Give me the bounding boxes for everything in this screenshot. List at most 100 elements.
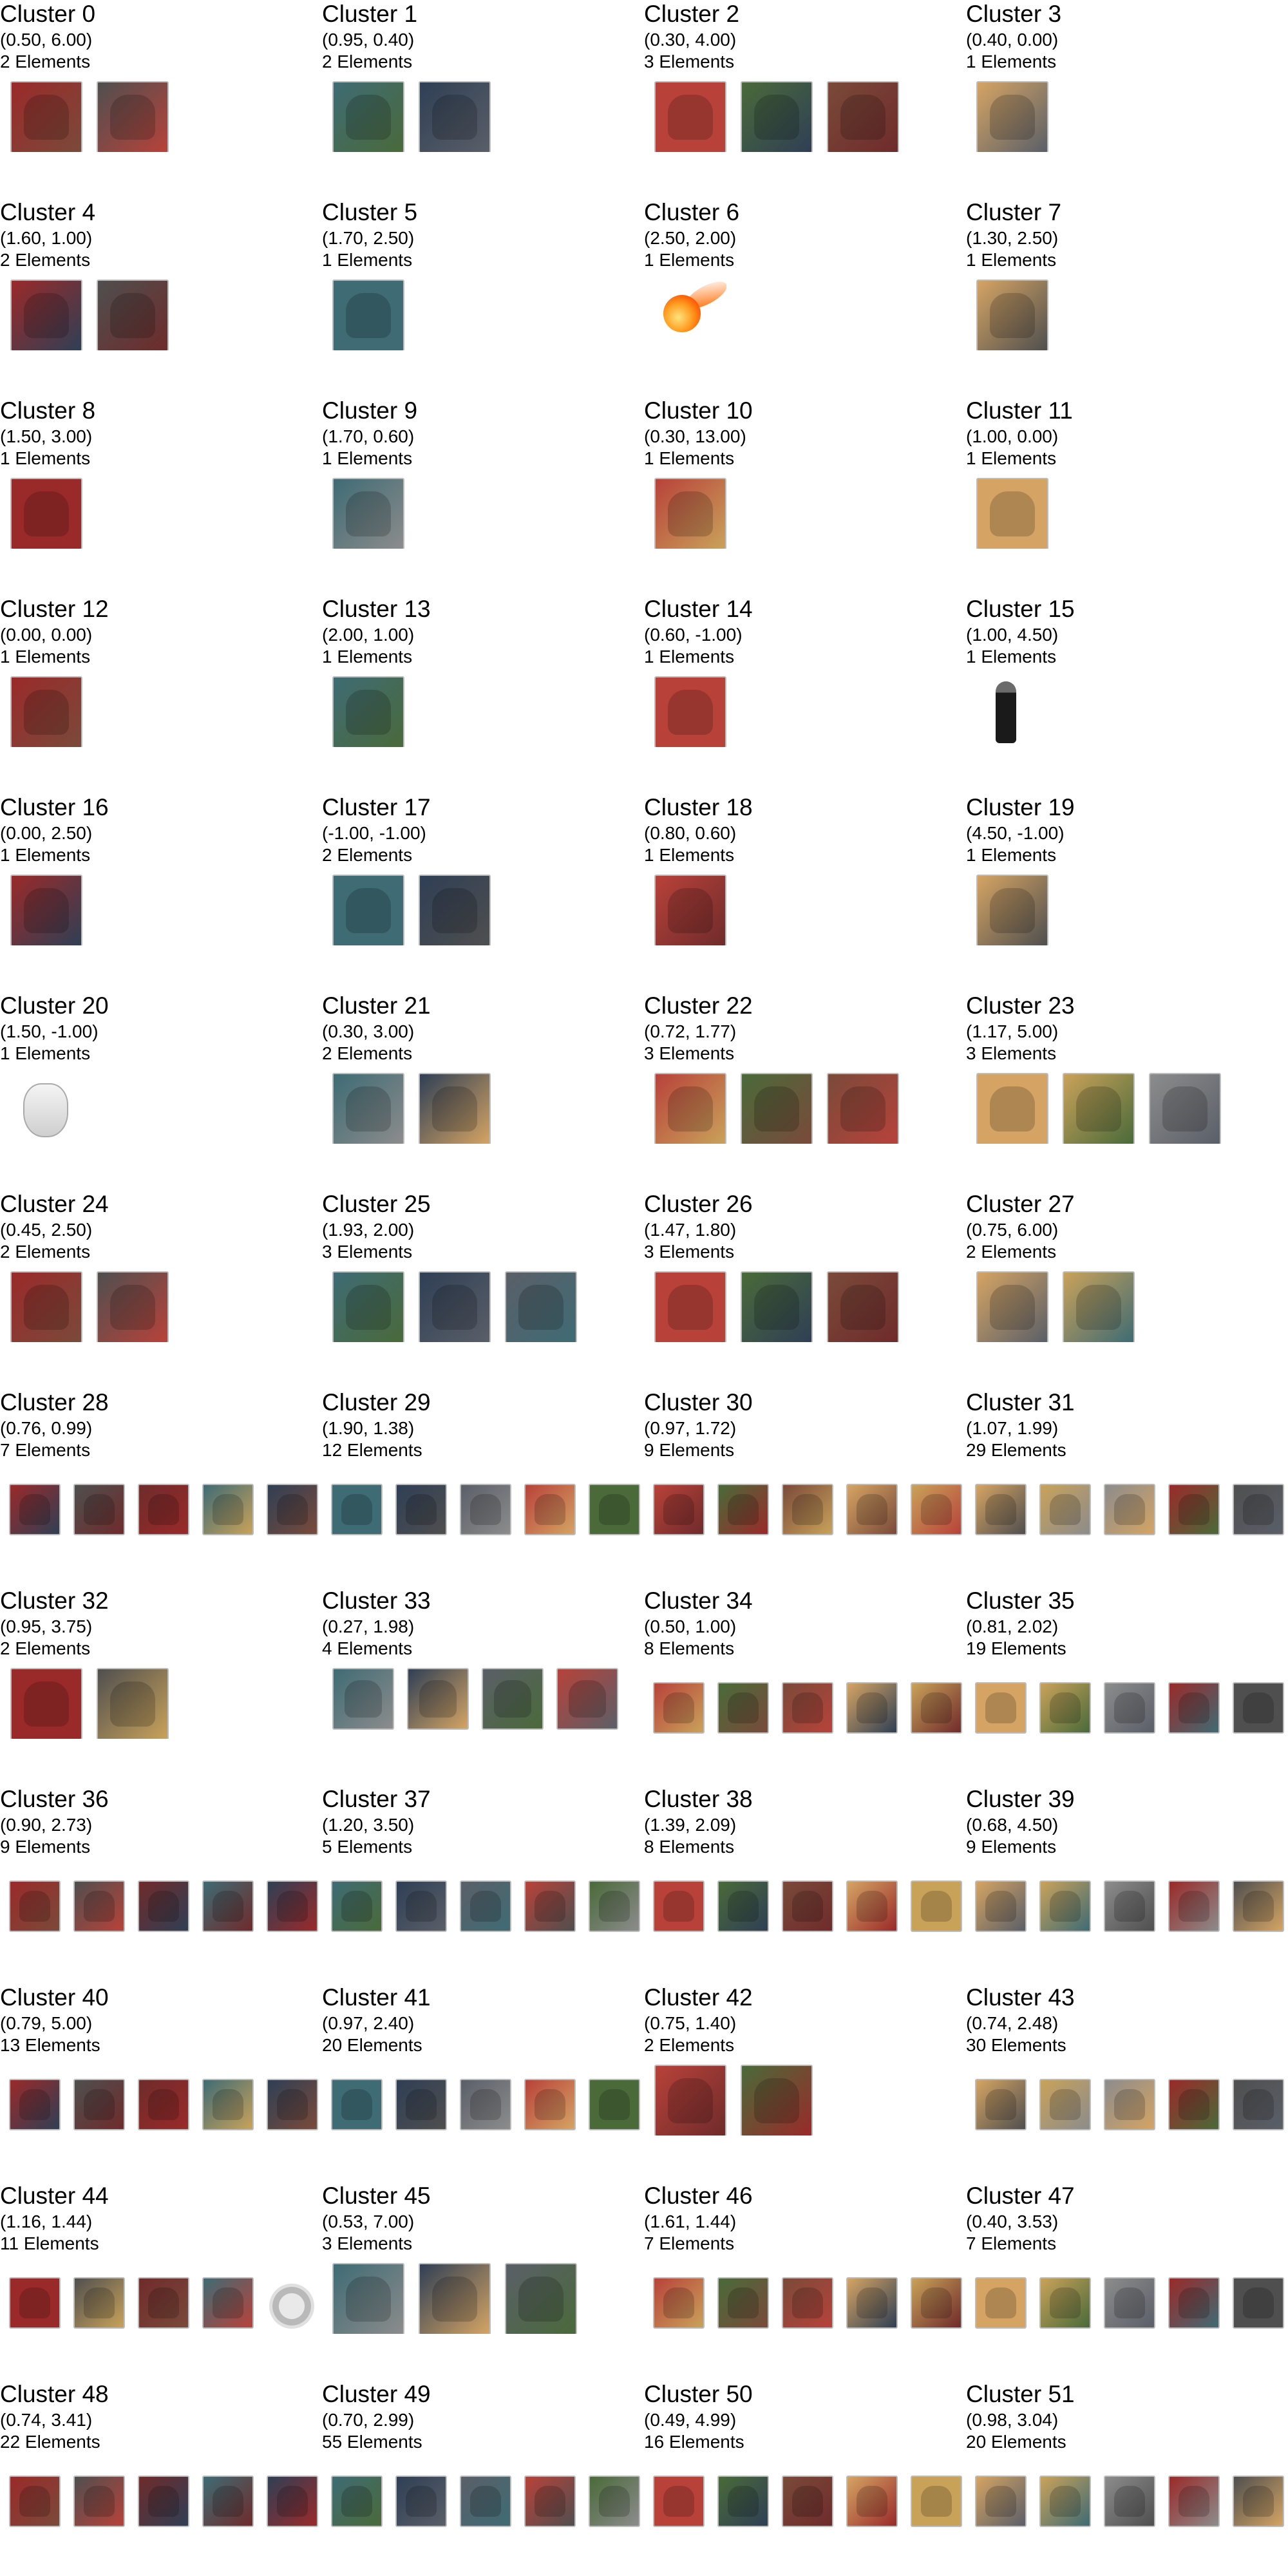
cluster-card: Cluster 32 (0.95, 3.75) 2 Elements [0, 1587, 322, 1780]
cluster-card: Cluster 46 (1.61, 1.44) 7 Elements [644, 2182, 966, 2375]
element-thumbnail [1039, 1880, 1091, 1932]
element-thumbnail [395, 1880, 447, 1932]
cluster-element-count: 3 Elements [644, 1043, 735, 1063]
element-thumbnail [332, 478, 404, 549]
element-thumbnail [1104, 2079, 1155, 2130]
cluster-element-count: 9 Elements [0, 1837, 91, 1857]
cluster-element-count: 9 Elements [644, 1440, 735, 1460]
cluster-card: Cluster 11 (1.00, 0.00) 1 Elements [966, 397, 1288, 590]
cluster-card: Cluster 23 (1.17, 5.00) 3 Elements [966, 992, 1288, 1185]
cluster-thumbnails [653, 2476, 965, 2546]
cluster-card: Cluster 4 (1.60, 1.00) 2 Elements [0, 198, 322, 392]
cluster-element-count: 12 Elements [322, 1440, 422, 1460]
element-thumbnail [1104, 2277, 1155, 2329]
cluster-title: Cluster 19 [966, 794, 1075, 820]
cluster-card: Cluster 14 (0.60, -1.00) 1 Elements [644, 595, 966, 788]
cluster-card: Cluster 0 (0.50, 6.00) 2 Elements [0, 0, 322, 193]
cluster-coordinates: (1.30, 2.50) [966, 228, 1059, 248]
element-thumbnail [1233, 1682, 1284, 1734]
element-thumbnail [782, 2277, 833, 2329]
fire-icon [654, 279, 726, 350]
element-thumbnail [73, 1484, 125, 1535]
element-thumbnail [1168, 2079, 1220, 2130]
cluster-card: Cluster 37 (1.20, 3.50) 5 Elements [322, 1785, 644, 1978]
element-thumbnail [138, 1880, 189, 1932]
cluster-coordinates: (0.45, 2.50) [0, 1220, 93, 1240]
cluster-thumbnails [975, 1484, 1287, 1555]
element-thumbnail [267, 1484, 318, 1535]
element-thumbnail [1168, 2277, 1220, 2329]
element-thumbnail [654, 81, 726, 152]
element-thumbnail [419, 81, 491, 152]
element-thumbnail [846, 1682, 898, 1734]
element-thumbnail [975, 1682, 1027, 1734]
element-thumbnail [1233, 1484, 1284, 1535]
element-thumbnail [9, 1484, 61, 1535]
cluster-coordinates: (0.75, 1.40) [644, 2013, 737, 2033]
element-thumbnail [331, 1484, 383, 1535]
standing-figure-icon [976, 676, 1048, 747]
element-thumbnail [524, 1880, 576, 1932]
cluster-thumbnails [10, 478, 322, 549]
cluster-element-count: 1 Elements [644, 250, 735, 270]
element-thumbnail [1039, 2476, 1091, 2527]
cluster-element-count: 7 Elements [966, 2233, 1057, 2253]
element-thumbnail [654, 2065, 726, 2136]
cluster-card: Cluster 51 (0.98, 3.04) 20 Elements [966, 2380, 1288, 2573]
cluster-card: Cluster 27 (0.75, 6.00) 2 Elements [966, 1190, 1288, 1383]
cluster-card: Cluster 40 (0.79, 5.00) 13 Elements [0, 1984, 322, 2177]
cluster-card: Cluster 10 (0.30, 13.00) 1 Elements [644, 397, 966, 590]
element-thumbnail [846, 2277, 898, 2329]
cluster-thumbnails [975, 1682, 1287, 1753]
cluster-coordinates: (0.79, 5.00) [0, 2013, 93, 2033]
element-thumbnail [846, 2476, 898, 2527]
cluster-thumbnails [654, 2065, 966, 2136]
cluster-element-count: 8 Elements [644, 1837, 735, 1857]
element-thumbnail [524, 1484, 576, 1535]
cluster-coordinates: (1.70, 0.60) [322, 426, 415, 446]
cluster-thumbnails [653, 2277, 965, 2348]
element-thumbnail [976, 478, 1048, 549]
cluster-card: Cluster 7 (1.30, 2.50) 1 Elements [966, 198, 1288, 392]
cluster-card: Cluster 5 (1.70, 2.50) 1 Elements [322, 198, 644, 392]
cluster-thumbnails [653, 1880, 965, 1951]
cluster-title: Cluster 23 [966, 992, 1075, 1019]
cluster-element-count: 20 Elements [322, 2035, 422, 2055]
cluster-card: Cluster 21 (0.30, 3.00) 2 Elements [322, 992, 644, 1185]
cluster-coordinates: (1.61, 1.44) [644, 2211, 737, 2231]
cluster-title: Cluster 7 [966, 199, 1062, 225]
cluster-coordinates: (0.50, 1.00) [644, 1616, 737, 1636]
element-thumbnail [202, 1484, 254, 1535]
cluster-title: Cluster 34 [644, 1587, 753, 1614]
cluster-element-count: 1 Elements [644, 845, 735, 865]
cluster-coordinates: (0.60, -1.00) [644, 625, 743, 645]
element-thumbnail [202, 2277, 254, 2329]
cluster-title: Cluster 17 [322, 794, 431, 820]
element-thumbnail [653, 1682, 705, 1734]
cluster-thumbnails [10, 1271, 322, 1342]
cluster-thumbnails [654, 875, 966, 945]
element-thumbnail [419, 1073, 491, 1144]
cluster-title: Cluster 15 [966, 596, 1075, 622]
cluster-element-count: 1 Elements [644, 647, 735, 667]
element-thumbnail [1039, 2079, 1091, 2130]
cluster-title: Cluster 10 [644, 397, 753, 424]
cluster-thumbnails [332, 478, 644, 549]
element-thumbnail [782, 1880, 833, 1932]
element-thumbnail [654, 1073, 726, 1144]
element-thumbnail [741, 1271, 813, 1342]
cluster-card: Cluster 49 (0.70, 2.99) 55 Elements [322, 2380, 644, 2573]
cluster-card: Cluster 6 (2.50, 2.00) 1 Elements [644, 198, 966, 392]
cluster-coordinates: (0.95, 0.40) [322, 30, 415, 50]
element-thumbnail [653, 1484, 705, 1535]
element-thumbnail [589, 2079, 640, 2130]
element-thumbnail [460, 2476, 511, 2527]
element-thumbnail [1168, 2476, 1220, 2527]
element-thumbnail [267, 2079, 318, 2130]
element-thumbnail [482, 1668, 544, 1730]
element-thumbnail [407, 1668, 469, 1730]
element-thumbnail [782, 1682, 833, 1734]
cluster-title: Cluster 11 [966, 397, 1073, 424]
cluster-card: Cluster 47 (0.40, 3.53) 7 Elements [966, 2182, 1288, 2375]
cluster-title: Cluster 0 [0, 1, 96, 27]
